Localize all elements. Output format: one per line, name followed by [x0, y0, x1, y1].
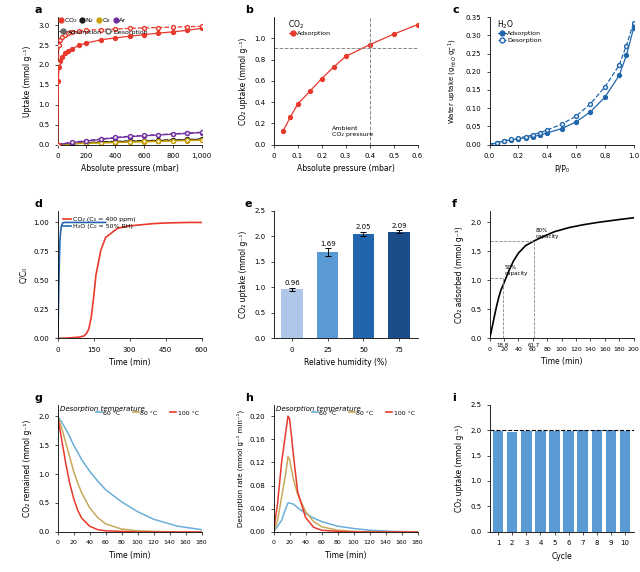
Text: a: a	[35, 5, 42, 15]
X-axis label: Time (min): Time (min)	[109, 358, 150, 367]
Text: CO$_2$: CO$_2$	[288, 18, 304, 31]
Text: h: h	[245, 393, 253, 403]
Y-axis label: CO₂ remained (mmol g⁻¹): CO₂ remained (mmol g⁻¹)	[24, 419, 33, 517]
Text: H$_2$O: H$_2$O	[497, 18, 514, 31]
Legend: Adsorption: Adsorption	[288, 29, 332, 37]
Text: g: g	[35, 393, 42, 403]
Legend: Adsorption, Desorption: Adsorption, Desorption	[497, 29, 543, 44]
Y-axis label: Water uptake (g$_{H_2O}$ g$^{-1}_{s}$): Water uptake (g$_{H_2O}$ g$^{-1}_{s}$)	[447, 38, 460, 124]
Bar	[317, 252, 339, 338]
Bar	[521, 431, 532, 532]
Bar	[549, 431, 560, 532]
X-axis label: Absolute pressure (mbar): Absolute pressure (mbar)	[81, 165, 179, 173]
Text: c: c	[452, 5, 459, 15]
X-axis label: Cycle: Cycle	[551, 552, 572, 561]
Text: Desorption temperature: Desorption temperature	[276, 406, 361, 412]
Bar	[620, 431, 630, 532]
Y-axis label: Uptake (mmol g⁻¹): Uptake (mmol g⁻¹)	[24, 45, 33, 117]
Y-axis label: C/C₀: C/C₀	[19, 267, 28, 283]
Bar	[493, 431, 504, 532]
Bar	[507, 431, 518, 532]
Text: Desorption temperature: Desorption temperature	[60, 406, 145, 412]
Text: 61.7: 61.7	[527, 343, 540, 348]
Bar	[605, 430, 616, 532]
Text: Ambient
CO₂ pressure: Ambient CO₂ pressure	[332, 126, 373, 137]
Legend: Adsorption, Desorption: Adsorption, Desorption	[58, 28, 149, 36]
Y-axis label: CO₂ uptake (mmol g⁻¹): CO₂ uptake (mmol g⁻¹)	[239, 37, 248, 125]
Bar	[591, 430, 602, 532]
Text: b: b	[245, 5, 253, 15]
Bar	[563, 431, 574, 532]
Text: d: d	[35, 199, 42, 209]
Text: 0.96: 0.96	[284, 280, 300, 286]
Y-axis label: Desorption rate (mmol g⁻¹ min⁻¹): Desorption rate (mmol g⁻¹ min⁻¹)	[236, 410, 244, 527]
X-axis label: Time (min): Time (min)	[109, 551, 150, 560]
X-axis label: Time (min): Time (min)	[541, 357, 582, 366]
Legend: 60 °C, 80 °C, 100 °C: 60 °C, 80 °C, 100 °C	[310, 409, 416, 417]
Text: 80%
capacity: 80% capacity	[536, 228, 559, 239]
Legend: CO₂ (C₀ = 400 ppm), H₂O (C₀ = 50% RH): CO₂ (C₀ = 400 ppm), H₂O (C₀ = 50% RH)	[62, 215, 137, 231]
Text: 18.8: 18.8	[497, 343, 509, 348]
X-axis label: Time (min): Time (min)	[325, 551, 366, 560]
X-axis label: Absolute pressure (mbar): Absolute pressure (mbar)	[297, 165, 394, 173]
Bar	[577, 430, 588, 532]
Y-axis label: CO₂ uptake (mmol g⁻¹): CO₂ uptake (mmol g⁻¹)	[239, 231, 248, 318]
Legend: 60 °C, 80 °C, 100 °C: 60 °C, 80 °C, 100 °C	[94, 409, 200, 417]
X-axis label: P/P₀: P/P₀	[554, 165, 569, 173]
Text: i: i	[452, 393, 456, 403]
Text: 1.69: 1.69	[320, 240, 335, 247]
Bar	[282, 289, 303, 338]
Y-axis label: CO₂ adsorbed (mmol g⁻¹): CO₂ adsorbed (mmol g⁻¹)	[456, 226, 465, 323]
X-axis label: Relative humidity (%): Relative humidity (%)	[304, 358, 387, 367]
Text: 2.05: 2.05	[356, 224, 371, 230]
Text: f: f	[452, 199, 457, 209]
Y-axis label: CO₂ uptake (mmol g⁻¹): CO₂ uptake (mmol g⁻¹)	[456, 424, 465, 512]
Bar	[535, 431, 546, 532]
Text: 50%
capacity: 50% capacity	[504, 265, 528, 276]
Bar	[353, 234, 374, 338]
Text: e: e	[245, 199, 252, 209]
Text: 2.09: 2.09	[391, 223, 407, 229]
Bar	[388, 232, 410, 338]
